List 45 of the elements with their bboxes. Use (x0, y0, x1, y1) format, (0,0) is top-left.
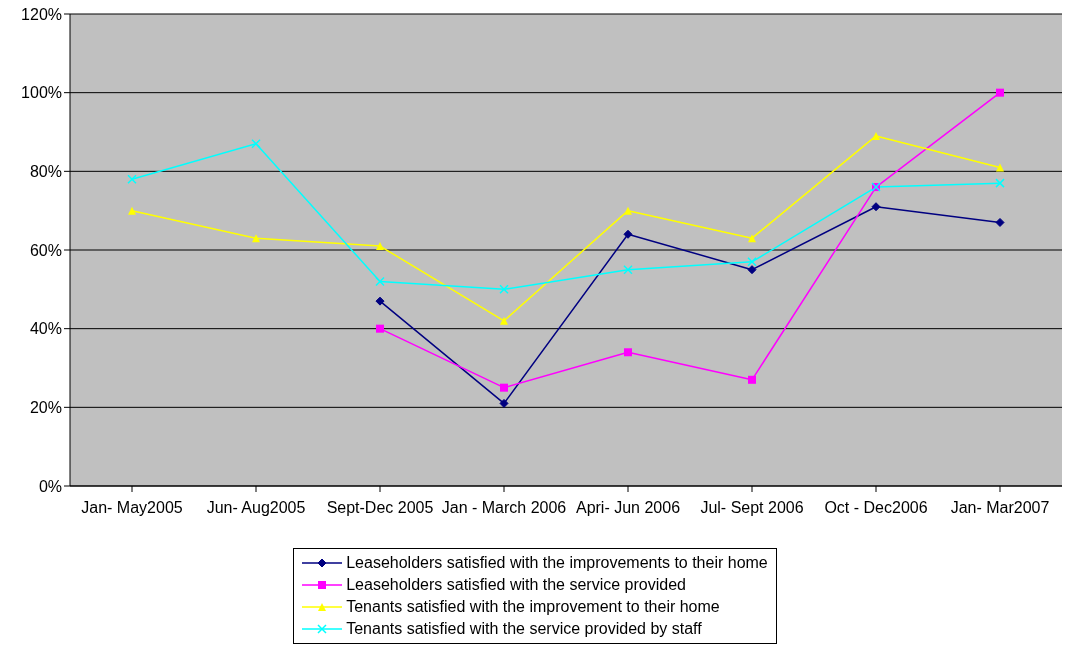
x-tick-label: Sept-Dec 2005 (326, 499, 434, 517)
x-tick-label: Jan - March 2006 (441, 499, 567, 517)
y-tick-label: 40% (29, 320, 62, 338)
x-tick-label: Jan- May2005 (81, 499, 183, 517)
point (995, 178, 1005, 188)
legend-label: Leaseholders satisfied with the service provided (346, 576, 686, 594)
point (376, 242, 384, 251)
x-tick-label: Apri- Jun 2006 (575, 499, 681, 517)
x-tick-label: Jun- Aug2005 (206, 499, 306, 517)
point (623, 264, 633, 275)
point (748, 375, 756, 384)
point (499, 398, 509, 408)
point (624, 206, 632, 215)
legend-label: Leaseholders satisfied with the improvements to their home (346, 554, 768, 572)
x-tick-label: Oct - Dec2006 (824, 499, 928, 517)
point (996, 88, 1004, 97)
y-tick-label: 80% (29, 163, 62, 181)
point (499, 284, 509, 295)
y-tick-label: 0% (38, 477, 62, 495)
point (375, 296, 385, 306)
point (747, 257, 757, 267)
legend-label: Tenants satisfied with the service provided by staff (346, 620, 702, 638)
point (748, 234, 756, 243)
point (871, 202, 881, 212)
point (376, 324, 384, 333)
point (996, 163, 1004, 172)
point (500, 316, 508, 325)
y-tick-label: 20% (29, 399, 62, 417)
point (872, 131, 880, 140)
point (623, 229, 633, 239)
point (375, 276, 385, 287)
point (128, 206, 136, 215)
x-tick-label: Jan- Mar2007 (950, 499, 1050, 517)
point (251, 139, 261, 149)
y-tick-label: 60% (29, 241, 62, 259)
x-tick-label: Jul- Sept 2006 (700, 499, 804, 517)
point (624, 348, 632, 357)
point (995, 217, 1005, 227)
y-tick-label: 120% (21, 5, 62, 23)
point (127, 174, 137, 184)
point (252, 234, 260, 243)
legend-label: Tenants satisfied with the improvement to their home (346, 598, 720, 616)
y-tick-label: 100% (21, 84, 62, 102)
point (500, 383, 508, 392)
point (747, 265, 757, 275)
